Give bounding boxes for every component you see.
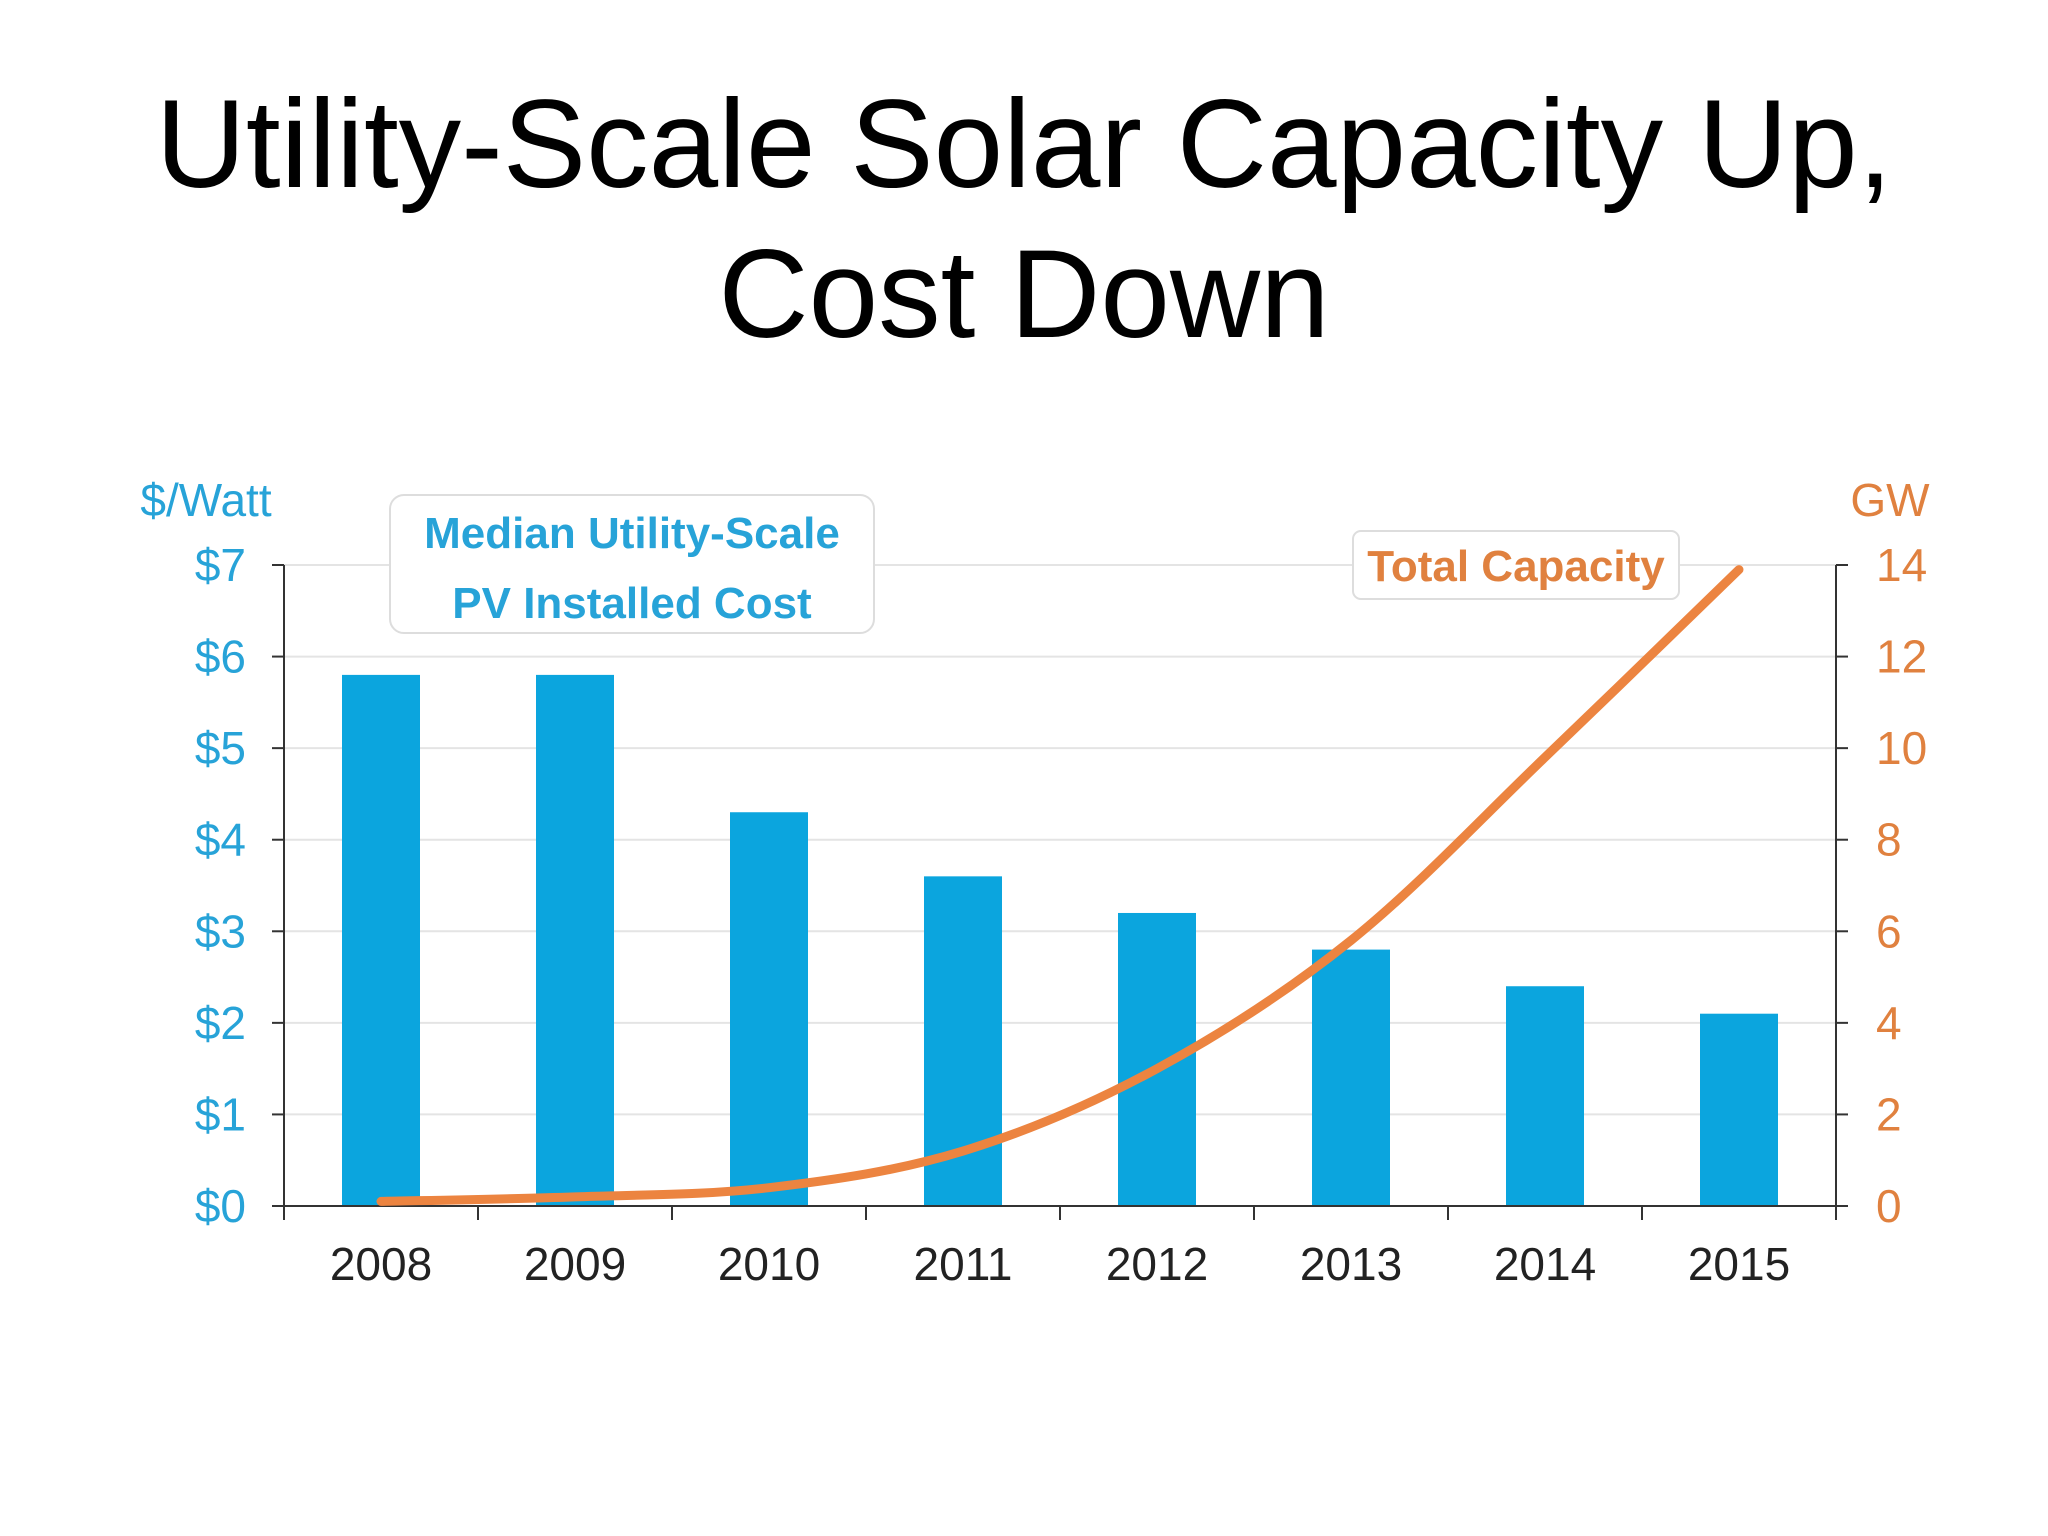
gridlines	[284, 564, 1836, 1116]
x-tick-label: 2008	[330, 1238, 432, 1290]
cost-bars	[342, 674, 1778, 1206]
bar-2008	[342, 674, 420, 1206]
slide-title: Utility-Scale Solar Capacity Up, Cost Do…	[0, 70, 2048, 370]
right-axis-title: GW	[1850, 474, 1930, 526]
x-tick-label: 2011	[914, 1238, 1013, 1290]
left-tick-label: $4	[195, 814, 246, 866]
bar-2010	[730, 812, 808, 1206]
bar-2013	[1312, 949, 1390, 1206]
axis-labels: $0 $1 $2 $3 $4 $5 $6 $7 0 2 4 6 8 10 12 14 2008 2009 2010 2…	[140, 474, 1930, 1290]
x-tick-label: 2014	[1494, 1238, 1596, 1290]
x-tick-label: 2009	[524, 1238, 626, 1290]
x-tick-label: 2013	[1300, 1238, 1402, 1290]
left-axis-title: $/Watt	[140, 474, 271, 526]
right-tick-label: 12	[1876, 631, 1927, 683]
x-tick-label: 2010	[718, 1238, 820, 1290]
legend: Median Utility-Scale PV Installed Cost Tot…	[389, 494, 1680, 634]
axes	[272, 564, 1848, 1220]
left-tick-label: $5	[195, 722, 246, 774]
bar-2014	[1506, 986, 1584, 1206]
capacity-line-group	[376, 565, 1744, 1206]
left-tick-label: $6	[195, 631, 246, 683]
legend-label-cost: PV Installed Cost	[452, 579, 812, 628]
bar-2012	[1118, 912, 1196, 1206]
right-tick-label: 10	[1876, 722, 1927, 774]
right-tick-label: 2	[1876, 1088, 1902, 1140]
left-tick-label: $1	[195, 1088, 246, 1140]
slide-title-line-1: Utility-Scale Solar Capacity Up,	[155, 75, 1893, 214]
right-tick-label: 4	[1876, 997, 1902, 1049]
x-tick-label: 2012	[1106, 1238, 1208, 1290]
legend-box-cost	[389, 494, 875, 634]
legend-label-cost: Median Utility-Scale	[424, 509, 840, 558]
bar-2009	[536, 674, 614, 1206]
left-tick-label: $0	[195, 1180, 246, 1232]
right-tick-label: 8	[1876, 814, 1902, 866]
left-tick-label: $3	[195, 905, 246, 957]
capacity-line	[376, 565, 1744, 1206]
right-tick-label: 6	[1876, 905, 1902, 957]
left-tick-label: $2	[195, 997, 246, 1049]
left-tick-label: $7	[195, 539, 246, 591]
legend-label-capacity: Total Capacity	[1367, 542, 1665, 591]
x-tick-label: 2015	[1688, 1238, 1790, 1290]
slide-title-line-2: Cost Down	[718, 225, 1330, 364]
legend-box-capacity	[1352, 530, 1680, 600]
right-tick-label: 14	[1876, 539, 1927, 591]
bar-2015	[1700, 1013, 1778, 1206]
right-tick-label: 0	[1876, 1180, 1902, 1232]
